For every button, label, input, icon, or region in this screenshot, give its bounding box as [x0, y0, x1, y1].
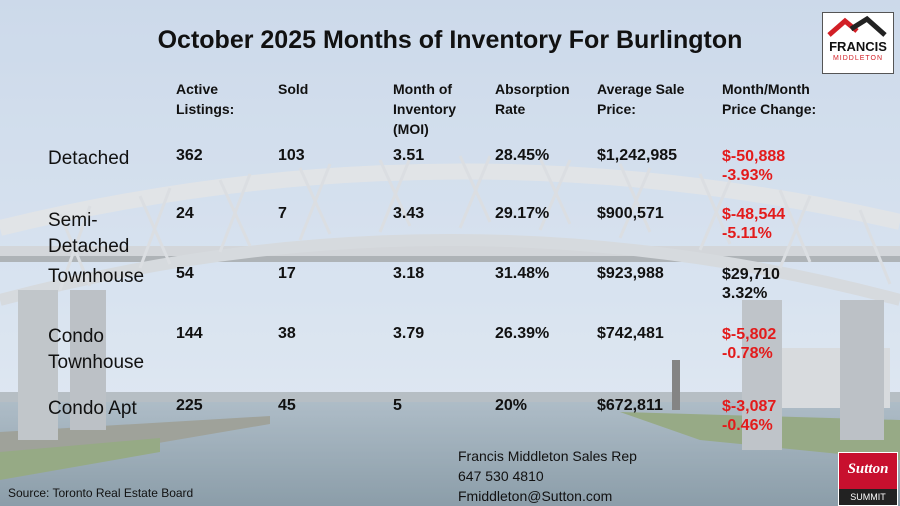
header-absorption-rate: Absorption Rate — [495, 79, 570, 119]
cell-avg-price: $1,242,985 — [597, 147, 678, 164]
cell-sold: 45 — [278, 397, 296, 414]
price-change-percent: -3.93% — [722, 167, 773, 184]
logo-line-1: FRANCIS — [829, 39, 887, 54]
row-label-line: Condo — [48, 326, 104, 347]
price-change-percent: -0.78% — [722, 345, 773, 362]
header-active-listings: Active Listings: — [176, 79, 234, 119]
header-price-change: Month/Month Price Change: — [722, 79, 816, 119]
price-change-amount: $-3,087 — [722, 398, 777, 415]
cell-absorption: 28.45% — [495, 147, 550, 164]
header-moi: Month of Inventory (MOI) — [393, 79, 456, 139]
header-line: (MOI) — [393, 121, 429, 137]
header-line: Price Change: — [722, 101, 817, 117]
cell-avg-price: $900,571 — [597, 205, 664, 222]
header-line: Listings: — [176, 101, 235, 117]
header-line: Absorption — [495, 81, 570, 97]
cell-sold: 103 — [278, 147, 305, 164]
row-label-line: Townhouse — [48, 266, 145, 287]
source-note: Source: Toronto Real Estate Board — [8, 486, 194, 500]
row-label-condo-apt: Condo Apt — [48, 396, 137, 422]
cell-active: 54 — [176, 265, 194, 282]
francis-middleton-logo: FRANCIS MIDDLETON — [822, 12, 894, 74]
row-label-semi-detached: Semi- Detached — [48, 208, 129, 260]
contact-block: Francis Middleton Sales Rep 647 530 4810… — [458, 446, 637, 506]
row-label-condo-townhouse: Condo Townhouse — [48, 324, 144, 376]
sutton-logo: Sutton SUMMIT — [838, 452, 898, 506]
price-change-percent: 3.32% — [722, 285, 768, 302]
cell-moi: 3.43 — [393, 205, 425, 222]
cell-moi: 3.51 — [393, 147, 425, 164]
cell-price-change: $-48,544 -5.11% — [722, 205, 785, 243]
contact-name: Francis Middleton Sales Rep — [458, 448, 637, 464]
row-label-line: Townhouse — [48, 352, 145, 373]
price-change-amount: $29,710 — [722, 266, 780, 283]
cell-avg-price: $672,811 — [597, 397, 663, 414]
row-label-line: Detached — [48, 148, 130, 169]
price-change-amount: $-50,888 — [722, 148, 786, 165]
cell-sold: 17 — [278, 265, 296, 282]
logo-line-2: MIDDLETON — [832, 55, 884, 62]
header-line: Sold — [278, 81, 309, 97]
sutton-sub: SUMMIT — [839, 489, 897, 505]
price-change-percent: -5.11% — [722, 225, 772, 242]
header-line: Month/Month — [722, 81, 810, 97]
roof-icon — [827, 15, 887, 37]
price-change-percent: -0.46% — [722, 417, 773, 434]
cell-price-change: $-5,802 -0.78% — [722, 325, 776, 363]
cell-active: 362 — [176, 147, 203, 164]
cell-absorption: 31.48% — [495, 265, 550, 282]
cell-absorption: 29.17% — [495, 205, 550, 222]
cell-active: 24 — [176, 205, 194, 222]
cell-avg-price: $742,481 — [597, 325, 664, 342]
cell-active: 225 — [176, 397, 203, 414]
cell-moi: 3.18 — [393, 265, 425, 282]
contact-phone: 647 530 4810 — [458, 468, 544, 484]
header-line: Price: — [597, 101, 636, 117]
cell-sold: 38 — [278, 325, 296, 342]
row-label-detached: Detached — [48, 146, 129, 172]
cell-moi: 5 — [393, 397, 402, 414]
price-change-amount: $-5,802 — [722, 326, 777, 343]
sutton-brand: Sutton — [847, 461, 889, 477]
header-line: Active — [176, 81, 219, 97]
row-label-townhouse: Townhouse — [48, 264, 144, 290]
cell-price-change: $29,710 3.32% — [722, 265, 780, 303]
row-label-line: Semi- — [48, 210, 98, 231]
page-title: October 2025 Months of Inventory For Bur… — [157, 26, 743, 54]
cell-absorption: 20% — [495, 397, 528, 414]
row-label-line: Detached — [48, 236, 130, 257]
header-sold: Sold — [278, 79, 308, 99]
header-line: Average Sale — [597, 81, 685, 97]
header-line: Inventory — [393, 101, 457, 117]
header-average-sale-price: Average Sale Price: — [597, 79, 684, 119]
cell-sold: 7 — [278, 205, 287, 222]
cell-active: 144 — [176, 325, 203, 342]
cell-moi: 3.79 — [393, 325, 425, 342]
cell-avg-price: $923,988 — [597, 265, 664, 282]
price-change-amount: $-48,544 — [722, 206, 786, 223]
header-line: Rate — [495, 101, 526, 117]
row-label-line: Condo Apt — [48, 398, 137, 419]
header-line: Month of — [393, 81, 453, 97]
contact-email: Fmiddleton@Sutton.com — [458, 488, 613, 504]
cell-absorption: 26.39% — [495, 325, 550, 342]
cell-price-change: $-3,087 -0.46% — [722, 397, 776, 435]
cell-price-change: $-50,888 -3.93% — [722, 147, 785, 185]
